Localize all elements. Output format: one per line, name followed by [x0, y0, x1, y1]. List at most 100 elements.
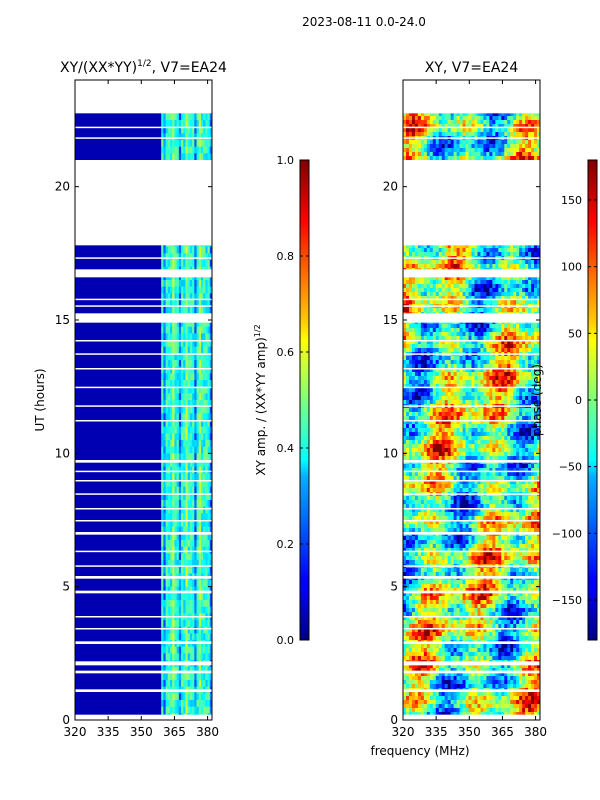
- panel-phase-title: XY, V7=EA24: [425, 60, 519, 76]
- phase-cell: [444, 152, 449, 157]
- phase-cell: [405, 248, 410, 253]
- amplitude-cell: [205, 120, 208, 128]
- phase-cell: [408, 260, 413, 265]
- amplitude-cell: [174, 146, 178, 154]
- amplitude-cell: [167, 506, 171, 514]
- amplitude-cell: [198, 706, 202, 714]
- amplitude-cell: [205, 253, 208, 261]
- phase-cell: [426, 120, 431, 125]
- phase-cell: [468, 292, 472, 297]
- phase-cell: [516, 152, 520, 157]
- amplitude-cell: [183, 466, 186, 474]
- phase-cell: [420, 124, 425, 129]
- amplitude-cell: [176, 600, 180, 608]
- amplitude-cell: [167, 333, 171, 341]
- phase-cell: [435, 252, 440, 257]
- amplitude-cell: [196, 246, 200, 254]
- amplitude-cell: [176, 326, 180, 334]
- phase-cell: [405, 276, 410, 281]
- amplitude-cell: [178, 153, 182, 161]
- phase-cell: [438, 260, 443, 265]
- amplitude-cell: [170, 286, 173, 294]
- amplitude-cell: [181, 333, 184, 341]
- phase-cell: [438, 132, 443, 137]
- amplitude-cell: [200, 593, 204, 601]
- amplitude-cell: [203, 433, 206, 441]
- phase-cell: [423, 148, 428, 153]
- phase-cell: [480, 148, 484, 153]
- amplitude-cell: [189, 620, 193, 628]
- phase-cell: [459, 156, 463, 161]
- amplitude-cell: [178, 440, 182, 448]
- amplitude-cell: [187, 560, 191, 568]
- amplitude-cell: [172, 366, 175, 374]
- amplitude-cell: [181, 633, 184, 641]
- amplitude-cell: [196, 320, 200, 328]
- phase-cell: [420, 260, 425, 265]
- amplitude-cell: [198, 413, 202, 421]
- amplitude-cell: [178, 680, 182, 688]
- amplitude-cell: [207, 653, 211, 661]
- phase-cell: [444, 148, 449, 153]
- phase-cell: [426, 128, 431, 133]
- phase-cell: [453, 120, 458, 125]
- amplitude-cell: [183, 626, 186, 634]
- phase-cell: [528, 156, 532, 161]
- amplitude-cell: [187, 426, 191, 434]
- phase-cell: [480, 120, 484, 125]
- phase-cell: [432, 260, 437, 265]
- phase-cell: [522, 292, 526, 297]
- amplitude-cell: [165, 373, 169, 381]
- amplitude-cell: [203, 566, 206, 574]
- y-tick-label: 20: [55, 180, 70, 194]
- phase-cell: [408, 284, 413, 289]
- amplitude-cell: [192, 653, 195, 661]
- phase-cell: [468, 280, 472, 285]
- amplitude-cell: [176, 606, 180, 614]
- amplitude-cell: [185, 113, 189, 121]
- phase-cell: [525, 276, 529, 281]
- phase-cell: [525, 152, 529, 157]
- data-gap: [75, 185, 212, 187]
- amplitude-cell: [170, 680, 173, 688]
- phase-cell: [435, 152, 440, 157]
- phase-cell: [489, 264, 493, 269]
- amplitude-cell: [183, 600, 186, 608]
- amplitude-cell: [178, 386, 182, 394]
- amplitude-cell: [167, 533, 171, 541]
- phase-cell: [501, 284, 505, 289]
- phase-cell: [516, 156, 520, 161]
- phase-cell: [504, 120, 508, 125]
- phase-cell: [435, 276, 440, 281]
- phase-cell: [498, 308, 502, 313]
- amplitude-cell: [194, 426, 197, 434]
- y-tick-label: 10: [55, 446, 70, 460]
- amplitude-cell: [165, 360, 169, 368]
- amplitude-cell: [170, 480, 173, 488]
- amplitude-cell: [167, 453, 171, 461]
- amplitude-cell: [196, 113, 200, 121]
- amplitude-cell: [189, 400, 193, 408]
- amplitude-cell: [187, 126, 191, 134]
- amplitude-cell: [187, 113, 191, 121]
- amplitude-cell: [167, 653, 171, 661]
- amplitude-cell: [194, 493, 197, 501]
- phase-cell: [471, 156, 475, 161]
- phase-cell: [537, 292, 540, 297]
- phase-cell: [474, 120, 478, 125]
- phase-cell: [462, 244, 466, 249]
- phase-cell: [423, 120, 428, 125]
- phase-cell: [498, 264, 502, 269]
- amplitude-cell: [187, 326, 191, 334]
- phase-cell: [435, 144, 440, 149]
- amplitude-cell: [178, 260, 182, 268]
- amplitude-cell: [174, 600, 178, 608]
- amplitude-cell: [194, 473, 197, 481]
- amplitude-cell: [165, 560, 169, 568]
- phase-cell: [507, 128, 511, 133]
- amplitude-cell: [198, 440, 202, 448]
- phase-cell: [462, 156, 466, 161]
- amplitude-cell: [185, 140, 189, 148]
- amplitude-cell: [192, 500, 195, 508]
- phase-cell: [528, 144, 532, 149]
